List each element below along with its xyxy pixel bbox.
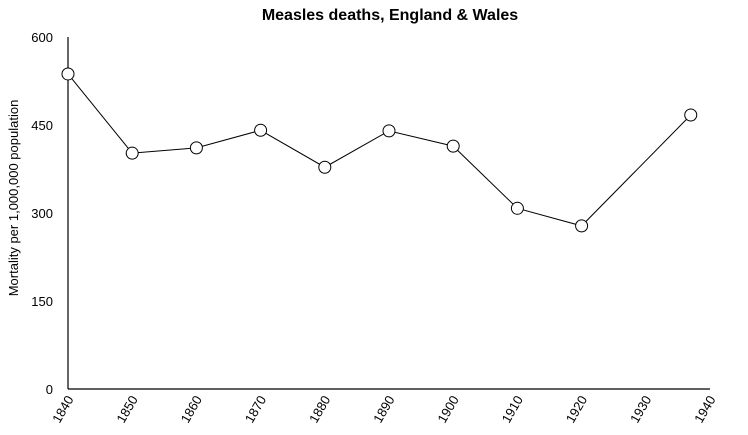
- y-axis-ticks: 0 150 300 450 600: [31, 30, 53, 397]
- x-tick-label: 1910: [499, 393, 526, 426]
- data-point: [318, 160, 332, 174]
- y-tick-label: 600: [31, 30, 53, 45]
- data-point: [684, 108, 698, 122]
- y-tick-label: 300: [31, 206, 53, 221]
- x-tick-label: 1850: [113, 393, 140, 426]
- chart-title: Measles deaths, England & Wales: [262, 7, 518, 24]
- data-point: [575, 219, 589, 233]
- y-tick-label: 0: [46, 382, 53, 397]
- data-point: [254, 123, 268, 137]
- y-tick-label: 150: [31, 294, 53, 309]
- x-tick-label: 1920: [563, 393, 590, 426]
- data-point: [61, 67, 75, 81]
- x-tick-label: 1930: [627, 393, 654, 426]
- data-point: [510, 201, 524, 215]
- x-tick-label: 1890: [370, 393, 397, 426]
- data-point: [189, 141, 203, 155]
- y-tick-label: 450: [31, 118, 53, 133]
- y-axis-label: Mortality per 1,000,000 population: [6, 100, 21, 297]
- x-tick-label: 1900: [434, 393, 461, 426]
- x-tick-label: 1840: [49, 393, 76, 426]
- x-tick-label: 1880: [306, 393, 333, 426]
- x-tick-label: 1860: [178, 393, 205, 426]
- data-series: [61, 67, 698, 233]
- series-line: [67, 73, 692, 227]
- data-point: [125, 146, 139, 160]
- x-axis-ticks: 1840 1850 1860 1870 1880 1890 1900 1910 1920 1930…: [49, 393, 718, 426]
- data-point: [446, 139, 460, 153]
- data-point: [382, 124, 396, 138]
- x-tick-label: 1940: [691, 393, 718, 426]
- x-tick-label: 1870: [242, 393, 269, 426]
